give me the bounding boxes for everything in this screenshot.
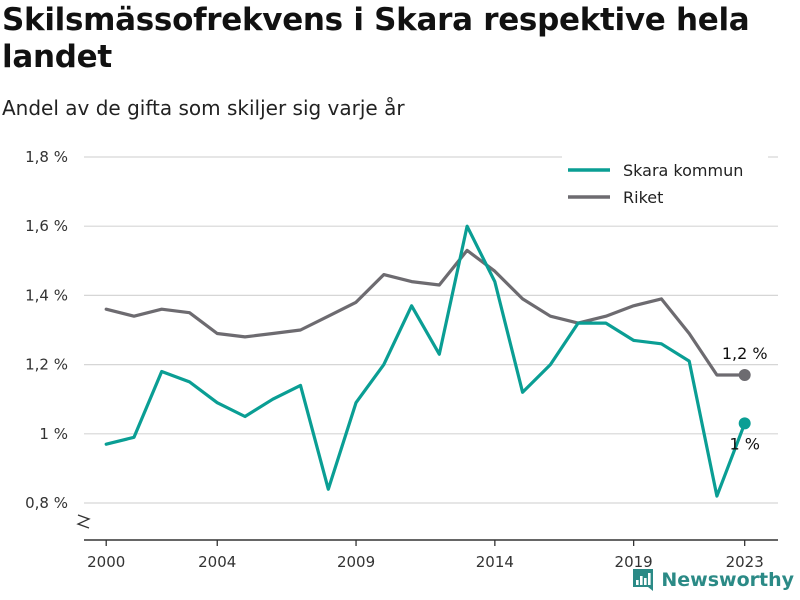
x-tick-label: 2004 [198,553,236,571]
x-tick-label: 2019 [615,553,653,571]
y-tick-label: 1 % [39,425,68,443]
legend-label-riket: Riket [623,188,663,207]
legend-label-skara: Skara kommun [623,161,743,180]
y-tick-label: 0,8 % [25,494,68,512]
series-line-riket [104,248,747,377]
y-tick-label: 1,4 % [25,286,68,304]
x-tick-label: 2014 [476,553,514,571]
end-point-skara [738,417,751,430]
x-tick-label: 2000 [87,553,125,571]
brand-logo: Newsworthy [631,568,794,592]
end-label-riket: 1,2 % [722,344,768,363]
x-tick-label: 2023 [726,553,764,571]
series-line-skara [104,224,747,498]
brand-name: Newsworthy [661,569,794,591]
x-tick-label: 2009 [337,553,375,571]
end-label-skara: 1 % [729,434,759,453]
end-point-riket [738,368,751,381]
y-tick-label: 1,8 % [25,148,68,166]
axis-break-icon [76,514,91,529]
legend-box [562,156,768,214]
chart-subtitle: Andel av de gifta som skiljer sig varje … [2,96,405,120]
bar-chart-logo-icon [633,569,654,591]
y-tick-label: 1,2 % [25,356,68,374]
y-tick-label: 1,6 % [25,217,68,235]
chart-title: Skilsmässofrekvens i Skara respektive he… [2,2,750,75]
